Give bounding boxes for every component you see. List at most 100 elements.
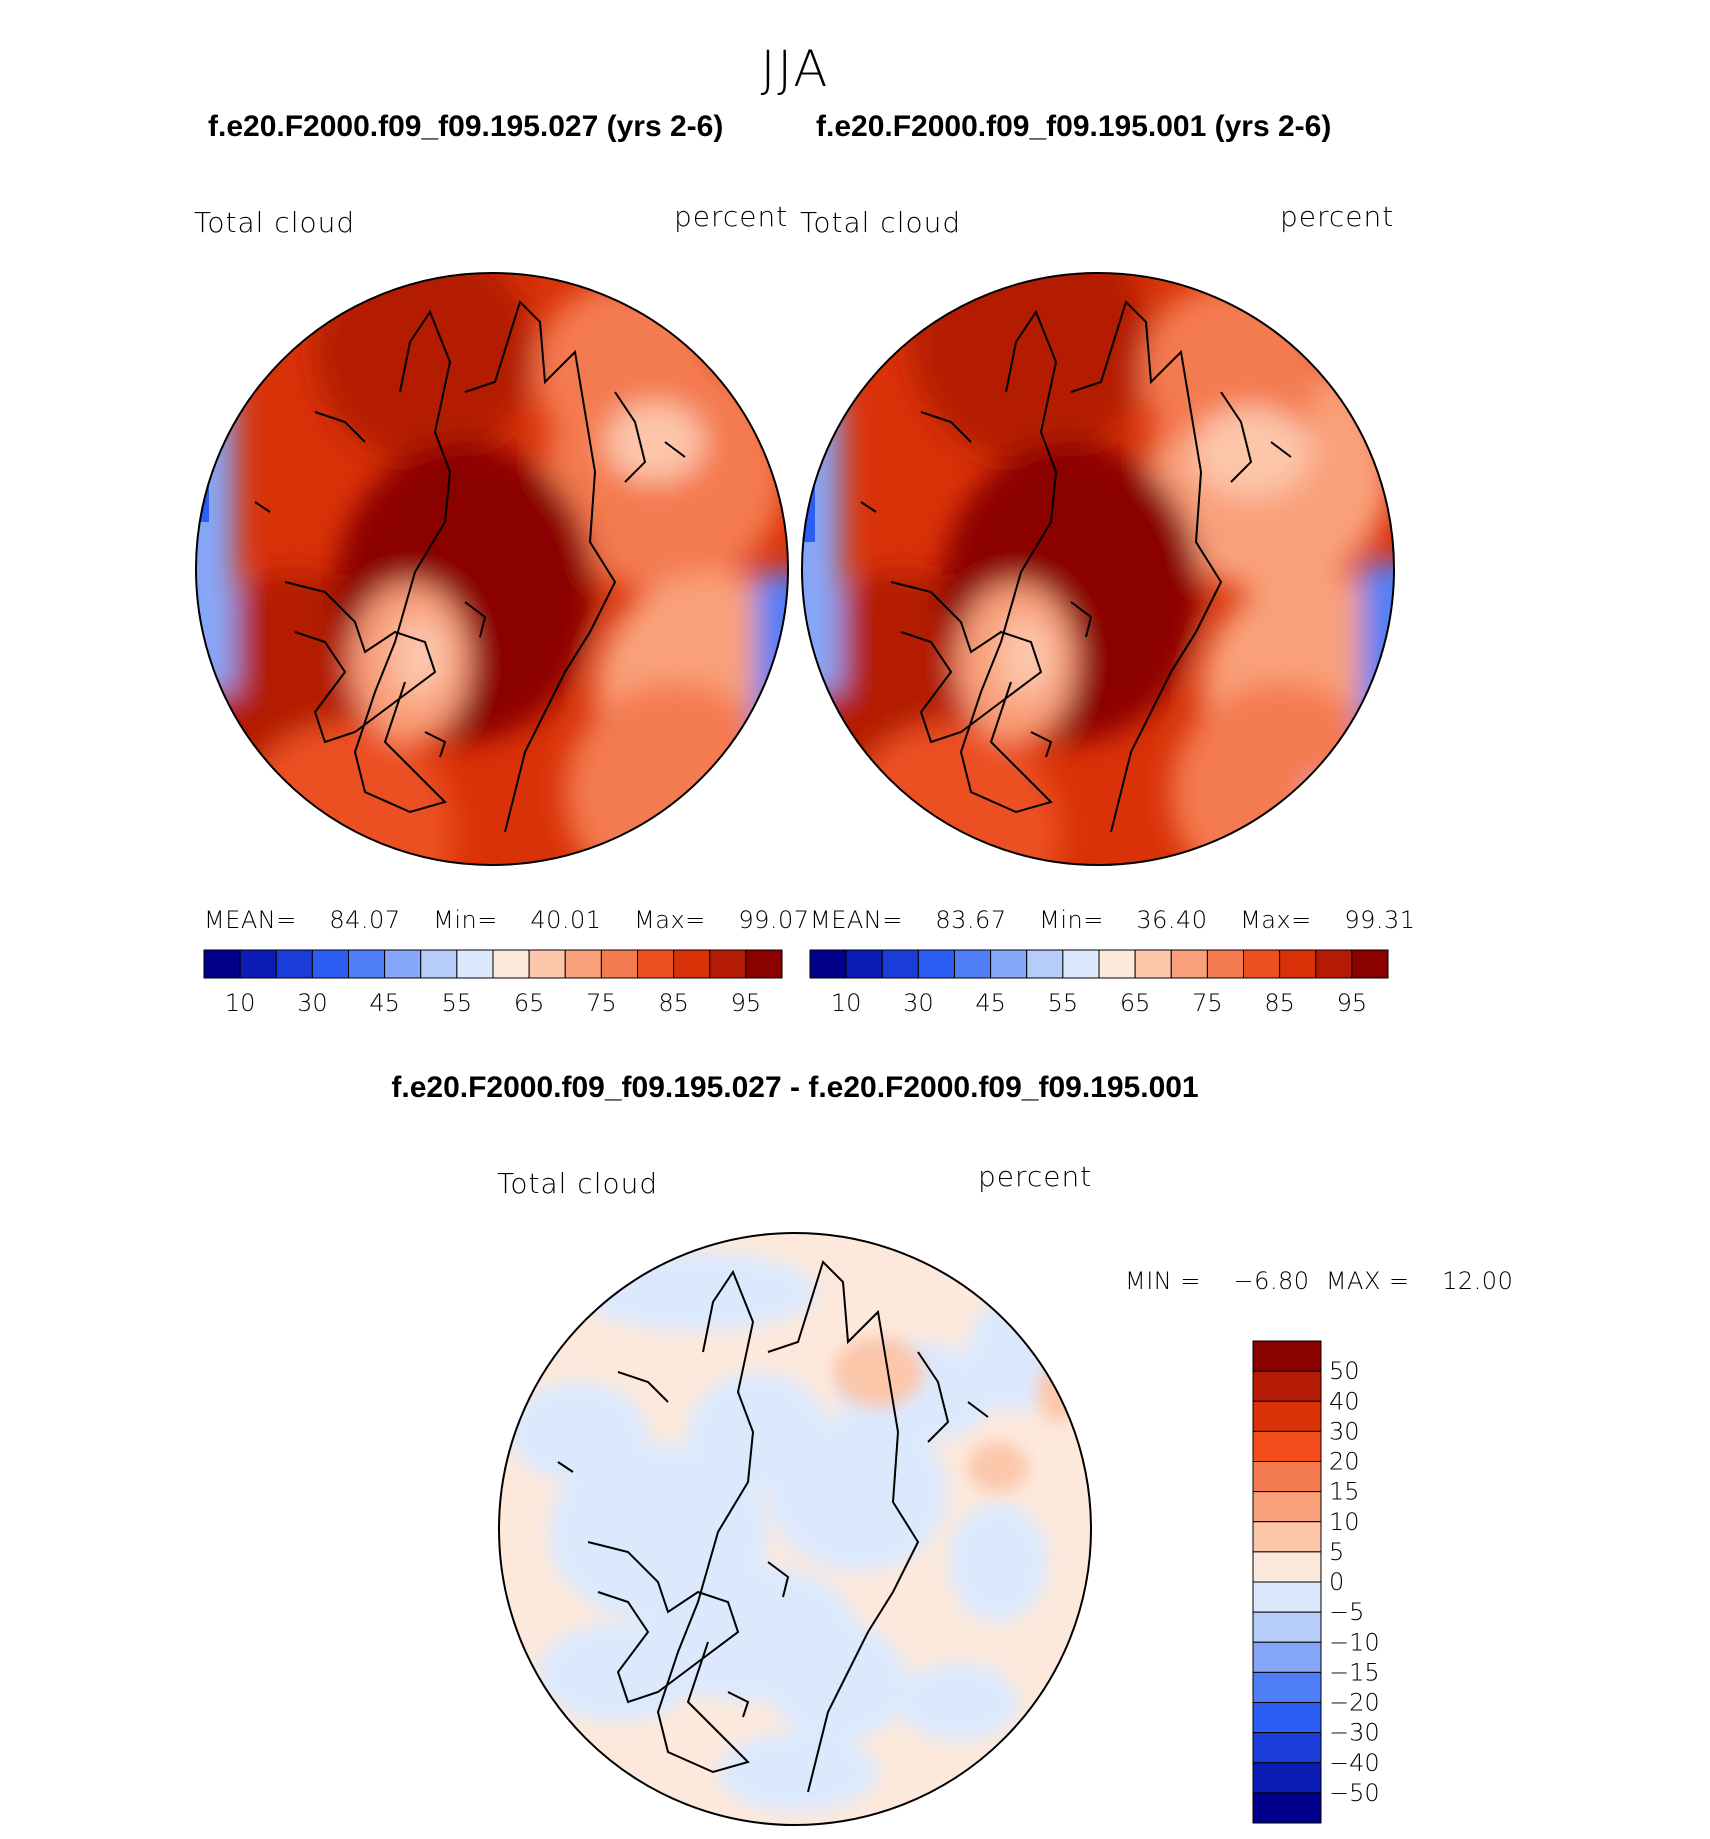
panel-2-colorbar-swatch-2 bbox=[881, 949, 919, 979]
panel-1-max-value: 99.07 bbox=[738, 906, 810, 934]
panel-2-colorbar-tick-label: 65 bbox=[1120, 989, 1151, 1015]
panel-2-min-label: Min= bbox=[1039, 906, 1104, 934]
difference-minmax: MIN = −6.80 MAX = 12.00 bbox=[1125, 1267, 1513, 1295]
panel-1-max-label: Max= bbox=[634, 906, 706, 934]
panel-1-colorbar-swatch-3 bbox=[311, 949, 349, 979]
panel-2-colorbar-tick-label: 55 bbox=[1048, 989, 1079, 1015]
panel-2-stats: MEAN= 83.67 Min= 36.40 Max= 99.31 bbox=[810, 906, 1416, 934]
difference-max-label: MAX = bbox=[1325, 1267, 1410, 1295]
panel-1-colorbar-tick-label: 75 bbox=[586, 989, 617, 1015]
difference-max-value: 12.00 bbox=[1442, 1267, 1514, 1295]
panel-1-colorbar-swatch-11 bbox=[600, 949, 638, 979]
difference-polar-map bbox=[498, 1232, 1092, 1826]
difference-variable-label: Total cloud bbox=[497, 1167, 659, 1200]
panel-1-colorbar-swatch-5 bbox=[384, 949, 422, 979]
difference-colorbar-swatch-11 bbox=[1252, 1671, 1322, 1703]
panel-2-colorbar-swatch-9 bbox=[1134, 949, 1172, 979]
panel-1-colorbar-tick-label: 85 bbox=[658, 989, 689, 1015]
difference-colorbar-tick-label: −20 bbox=[1329, 1689, 1380, 1717]
difference-colorbar-swatch-3 bbox=[1252, 1430, 1322, 1462]
panel-2-colorbar-swatch-15 bbox=[1351, 949, 1389, 979]
difference-colorbar-tick-label: 20 bbox=[1329, 1448, 1360, 1476]
difference-colorbar-swatch-7 bbox=[1252, 1551, 1322, 1583]
difference-colorbar-swatch-9 bbox=[1252, 1611, 1322, 1643]
difference-colorbar-swatch-8 bbox=[1252, 1581, 1322, 1613]
panel-2-colorbar-tick-label: 30 bbox=[903, 989, 934, 1015]
panel-2-colorbar-swatch-5 bbox=[990, 949, 1028, 979]
difference-colorbar-swatch-14 bbox=[1252, 1762, 1322, 1794]
difference-min-label: MIN = bbox=[1125, 1267, 1201, 1295]
panel-1-min-value: 40.01 bbox=[530, 906, 602, 934]
panel-1-case-title: f.e20.F2000.f09_f09.195.027 (yrs 2-6) bbox=[208, 110, 724, 143]
panel-1-mean-value: 84.07 bbox=[329, 906, 401, 934]
panel-1-colorbar-swatch-10 bbox=[564, 949, 602, 979]
panel-1-colorbar-swatch-7 bbox=[456, 949, 494, 979]
panel-1-min-label: Min= bbox=[433, 906, 498, 934]
panel-1-colorbar-swatch-6 bbox=[420, 949, 458, 979]
difference-colorbar-swatch-4 bbox=[1252, 1461, 1322, 1493]
difference-colorbar-swatch-13 bbox=[1252, 1732, 1322, 1764]
difference-colorbar-tick-label: −50 bbox=[1329, 1779, 1380, 1807]
difference-colorbar-tick-label: 15 bbox=[1329, 1478, 1360, 1506]
difference-colorbar-swatch-0 bbox=[1252, 1340, 1322, 1372]
difference-colorbar-tick-label: −15 bbox=[1329, 1658, 1380, 1686]
panel-2-min-value: 36.40 bbox=[1136, 906, 1208, 934]
panel-2-max-value: 99.31 bbox=[1344, 906, 1416, 934]
difference-colorbar-swatch-10 bbox=[1252, 1641, 1322, 1673]
panel-1-units-label: percent bbox=[674, 200, 789, 233]
panel-1-colorbar: 10 30 45 55 65 75 85 95 bbox=[203, 949, 783, 1015]
difference-colorbar-swatch-2 bbox=[1252, 1400, 1322, 1432]
difference-colorbar-swatch-5 bbox=[1252, 1491, 1322, 1523]
panel-1-colorbar-swatch-1 bbox=[239, 949, 277, 979]
panel-2-variable-label: Total cloud bbox=[800, 206, 962, 239]
panel-2-colorbar-swatch-4 bbox=[954, 949, 992, 979]
panel-2-case-title: f.e20.F2000.f09_f09.195.001 (yrs 2-6) bbox=[816, 110, 1332, 143]
difference-units-label: percent bbox=[978, 1160, 1093, 1193]
panel-2-colorbar-tick-label: 85 bbox=[1264, 989, 1295, 1015]
panel-2-colorbar-swatch-11 bbox=[1206, 949, 1244, 979]
panel-1-mean-label: MEAN= bbox=[204, 906, 297, 934]
panel-1-colorbar-tick-label: 55 bbox=[442, 989, 473, 1015]
panel-2-polar-map bbox=[801, 272, 1395, 866]
season-title: JJA bbox=[760, 40, 830, 98]
difference-colorbar-swatch-6 bbox=[1252, 1521, 1322, 1553]
panel-2-max-label: Max= bbox=[1240, 906, 1312, 934]
panel-1-colorbar-tick-label: 45 bbox=[369, 989, 400, 1015]
difference-colorbar-tick-label: −5 bbox=[1329, 1598, 1364, 1626]
panel-1-colorbar-swatch-12 bbox=[637, 949, 675, 979]
difference-colorbar-tick-label: 5 bbox=[1329, 1538, 1344, 1566]
panel-1-colorbar-swatch-8 bbox=[492, 949, 530, 979]
panel-1-colorbar-tick-label: 10 bbox=[225, 989, 256, 1015]
panel-1-colorbar-tick-label: 65 bbox=[514, 989, 545, 1015]
panel-1-colorbar-swatch-15 bbox=[745, 949, 783, 979]
difference-colorbar-swatch-15 bbox=[1252, 1792, 1322, 1824]
panel-2-colorbar-swatch-1 bbox=[845, 949, 883, 979]
difference-colorbar-swatch-1 bbox=[1252, 1370, 1322, 1402]
panel-2-colorbar-swatch-8 bbox=[1098, 949, 1136, 979]
difference-colorbar-tick-label: 0 bbox=[1329, 1568, 1344, 1596]
panel-2-colorbar-swatch-10 bbox=[1170, 949, 1208, 979]
panel-1-colorbar-swatch-13 bbox=[673, 949, 711, 979]
panel-1-colorbar-swatch-4 bbox=[348, 949, 386, 979]
difference-colorbar-tick-label: 40 bbox=[1329, 1387, 1360, 1415]
difference-colorbar-tick-label: −40 bbox=[1329, 1749, 1380, 1777]
difference-colorbar-tick-label: −30 bbox=[1329, 1719, 1380, 1747]
panel-2-colorbar-tick-label: 10 bbox=[831, 989, 862, 1015]
panel-2-mean-value: 83.67 bbox=[935, 906, 1007, 934]
panel-2-colorbar-swatch-0 bbox=[809, 949, 847, 979]
difference-min-value: −6.80 bbox=[1233, 1267, 1310, 1295]
panel-1-colorbar-tick-label: 95 bbox=[731, 989, 762, 1015]
panel-1-colorbar-swatch-2 bbox=[275, 949, 313, 979]
difference-colorbar-swatch-12 bbox=[1252, 1702, 1322, 1734]
panel-1-colorbar-swatch-9 bbox=[528, 949, 566, 979]
difference-title: f.e20.F2000.f09_f09.195.027 - f.e20.F200… bbox=[391, 1071, 1199, 1104]
panel-2-colorbar-swatch-6 bbox=[1026, 949, 1064, 979]
panel-2-mean-label: MEAN= bbox=[810, 906, 903, 934]
panel-2-colorbar-tick-label: 45 bbox=[975, 989, 1006, 1015]
panel-1-colorbar-swatch-0 bbox=[203, 949, 241, 979]
difference-colorbar-tick-label: −10 bbox=[1329, 1628, 1380, 1656]
panel-2-colorbar-swatch-13 bbox=[1279, 949, 1317, 979]
panel-1-variable-label: Total cloud bbox=[194, 206, 356, 239]
panel-2-colorbar-swatch-14 bbox=[1315, 949, 1353, 979]
